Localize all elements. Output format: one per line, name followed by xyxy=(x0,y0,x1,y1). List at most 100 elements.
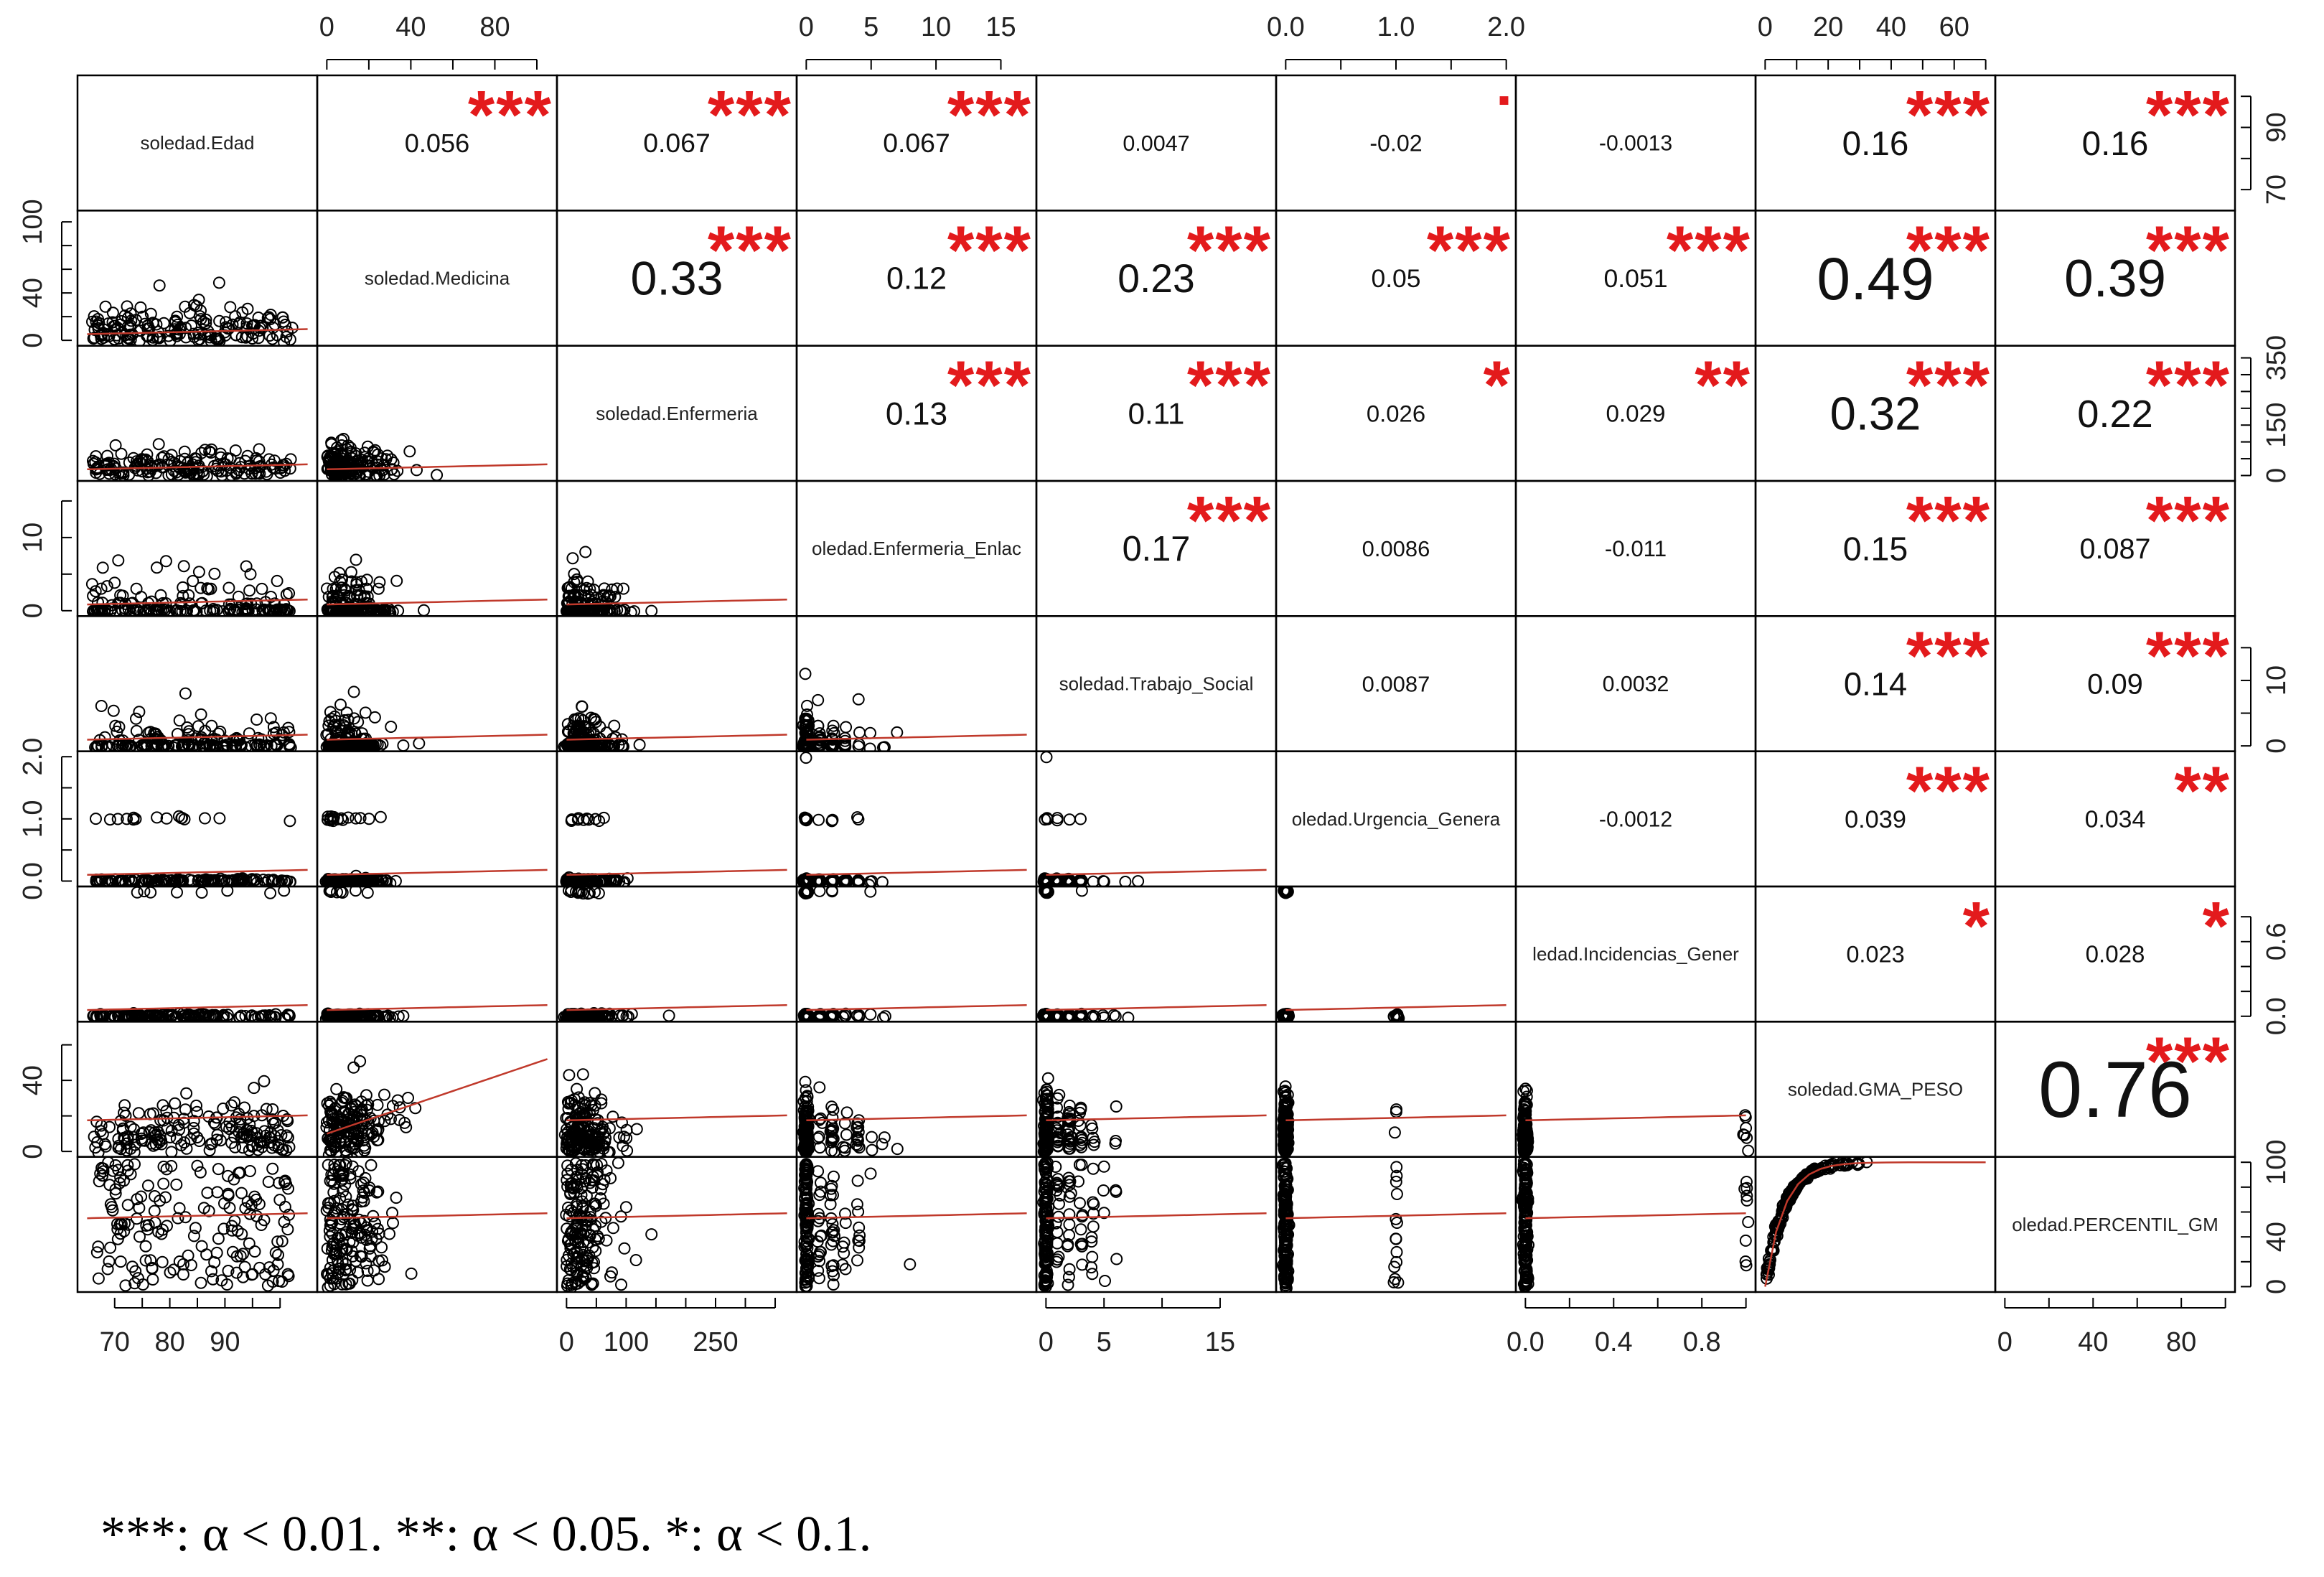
scatter-point xyxy=(159,555,172,568)
panel-r3-c5: 0.0086 xyxy=(1275,479,1517,617)
scatter-point xyxy=(617,1140,629,1152)
scatter-point xyxy=(152,438,165,451)
scatter-point xyxy=(568,568,581,581)
scatter-point xyxy=(799,726,812,739)
scatter-point xyxy=(130,582,143,595)
smooth-line-r6-c2 xyxy=(566,1003,787,1011)
scatter-point xyxy=(114,589,127,602)
scatter-point xyxy=(247,327,260,340)
scatter-point xyxy=(118,1099,131,1112)
scatter-point xyxy=(800,872,813,885)
significance-stars-r0-c8: *** xyxy=(2146,77,2231,154)
scatter-point xyxy=(812,813,825,826)
corr-value-r0-c4: 0.0047 xyxy=(1123,131,1189,156)
scatter-point xyxy=(1740,1122,1753,1134)
scatter-point xyxy=(324,886,337,896)
panel-r4-c4: soledad.Trabajo_Social xyxy=(1035,615,1278,752)
significance-stars-r3-c4: *** xyxy=(1187,482,1272,559)
scatter-point xyxy=(359,706,372,719)
panel-r0-c1: 0.056*** xyxy=(316,74,558,212)
scatter-point xyxy=(214,1134,227,1147)
scatter-point xyxy=(877,1011,889,1022)
scatter-point xyxy=(252,312,265,324)
scatter-point xyxy=(209,1010,221,1022)
scatter-point xyxy=(1061,875,1074,886)
scatter-points-r7-c2 xyxy=(558,1068,787,1157)
corr-value-r3-c7: 0.15 xyxy=(1843,530,1908,567)
scatter-point xyxy=(350,578,363,591)
panel-border xyxy=(795,885,1038,1023)
scatter-point xyxy=(351,605,364,617)
panel-border xyxy=(795,750,1038,888)
scatter-point xyxy=(209,1118,222,1131)
scatter-point xyxy=(799,813,812,826)
corr-value-r4-c5: 0.0087 xyxy=(1362,671,1430,696)
scatter-point xyxy=(570,875,583,886)
scatter-point xyxy=(358,591,371,604)
panel-r1-c6: 0.051*** xyxy=(1514,210,1757,347)
scatter-point xyxy=(243,1118,256,1131)
scatter-point xyxy=(345,566,357,579)
scatter-point xyxy=(217,1103,230,1115)
scatter-point xyxy=(827,1103,840,1116)
scatter-point xyxy=(852,740,865,752)
scatter-point xyxy=(813,886,826,897)
scatter-point xyxy=(606,583,619,596)
scatter-point xyxy=(267,721,280,734)
scatter-point xyxy=(609,591,622,604)
scatter-point xyxy=(1074,1106,1087,1119)
scatter-point xyxy=(179,1103,192,1116)
scatter-point xyxy=(199,812,211,825)
scatter-point xyxy=(328,1010,341,1022)
scatter-point xyxy=(94,604,106,617)
scatter-point xyxy=(109,719,122,732)
scatter-point xyxy=(281,1113,294,1126)
scatter-point xyxy=(323,741,336,752)
panel-r1-c7: 0.49*** xyxy=(1754,210,1997,347)
scatter-point xyxy=(128,604,141,617)
panel-r4-c6: 0.0032 xyxy=(1514,615,1757,752)
scatter-point xyxy=(851,1139,864,1152)
scatter-point xyxy=(851,1133,863,1146)
scatter-point xyxy=(325,438,338,451)
smooth-line-r4-c3 xyxy=(806,734,1027,741)
scatter-point xyxy=(383,1011,396,1022)
panel-r7-c1 xyxy=(316,1021,558,1158)
scatter-point xyxy=(800,1106,812,1119)
panel-r5-c6: -0.0012 xyxy=(1514,750,1757,888)
smooth-line-r5-c1 xyxy=(327,869,548,876)
scatter-point xyxy=(324,1143,337,1156)
scatter-point xyxy=(617,740,629,752)
scatter-point xyxy=(121,300,133,313)
scatter-point xyxy=(111,725,123,738)
scatter-point xyxy=(187,1122,200,1134)
significance-stars-r6-c7: * xyxy=(1963,888,1991,965)
scatter-point xyxy=(385,453,398,466)
scatter-point xyxy=(585,1141,597,1153)
scatter-point xyxy=(179,687,192,700)
scatter-point xyxy=(361,440,374,453)
scatter-point xyxy=(340,1148,353,1157)
smooth-line-r5-c2 xyxy=(566,869,787,876)
scatter-point xyxy=(815,1011,828,1022)
smooth-line-r7-c0 xyxy=(87,1114,308,1122)
scatter-point xyxy=(571,719,584,732)
panel-border xyxy=(1035,885,1278,1023)
panel-r0-c4: 0.0047 xyxy=(1035,74,1278,212)
scatter-point xyxy=(92,596,104,609)
panel-r5-c2 xyxy=(556,750,798,888)
scatter-point xyxy=(800,713,813,725)
scatter-point xyxy=(119,876,132,886)
scatter-point xyxy=(224,301,237,314)
scatter-point xyxy=(183,306,196,319)
panel-r1-c0 xyxy=(76,210,319,347)
scatter-point xyxy=(98,1138,111,1151)
corr-value-r6-c7: 0.023 xyxy=(1846,942,1904,968)
scatter-point xyxy=(617,1131,630,1143)
scatter-point xyxy=(343,741,356,752)
scatter-point xyxy=(800,752,812,764)
scatter-points-r4-c2 xyxy=(558,700,787,752)
scatter-point xyxy=(226,740,239,752)
scatter-point xyxy=(824,1125,837,1138)
corr-value-r2-c8: 0.22 xyxy=(2077,393,2152,436)
